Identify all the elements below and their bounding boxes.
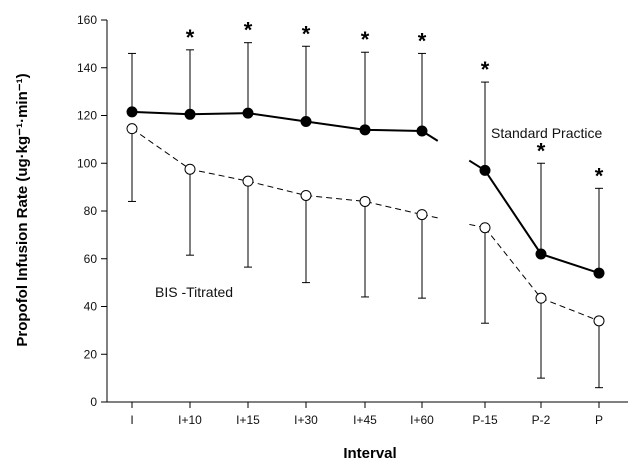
y-tick-label: 100 xyxy=(77,156,97,170)
data-point-standard-practice xyxy=(593,267,605,279)
x-tick-label: I+60 xyxy=(410,413,434,427)
data-point-bis-titrated xyxy=(300,189,312,201)
data-point-standard-practice xyxy=(416,125,428,137)
significance-marker: * xyxy=(244,18,253,43)
data-point-bis-titrated xyxy=(242,175,254,187)
y-tick-label: 60 xyxy=(84,252,98,266)
x-tick-label: P-2 xyxy=(532,413,551,427)
data-point-standard-practice xyxy=(535,248,547,260)
data-point-standard-practice xyxy=(359,124,371,136)
data-point-standard-practice xyxy=(184,108,196,120)
data-point-standard-practice xyxy=(242,107,254,119)
data-point-bis-titrated xyxy=(593,315,605,327)
x-axis: I I+10 I+15 I+30 I+45 I+60 P-15 P-2 P xyxy=(107,401,628,427)
data-point-bis-titrated xyxy=(535,292,547,304)
y-tick-label: 40 xyxy=(84,300,98,314)
significance-marker: * xyxy=(418,28,427,53)
data-point-bis-titrated xyxy=(479,222,491,234)
x-tick-label: P-15 xyxy=(472,413,498,427)
significance-marker: * xyxy=(302,21,311,46)
x-tick-label: I xyxy=(130,413,133,427)
significance-marker: * xyxy=(537,138,546,163)
series-label-standard-practice: Standard Practice xyxy=(491,125,602,141)
x-tick-label: P xyxy=(595,413,603,427)
x-tick-label: I+10 xyxy=(178,413,202,427)
series-line-bis-titrated xyxy=(131,128,423,216)
data-point-bis-titrated xyxy=(416,209,428,221)
series-line-standard-practice xyxy=(131,110,423,133)
y-axis-title: Propofol Infusion Rate (ug·kg⁻¹·min⁻¹) xyxy=(14,73,31,346)
x-tick-label: I+15 xyxy=(236,413,260,427)
data-point-standard-practice xyxy=(300,115,312,127)
y-tick-label: 140 xyxy=(77,61,97,75)
data-point-standard-practice xyxy=(126,106,138,118)
x-axis-title: Interval xyxy=(343,445,396,462)
significance-marker: * xyxy=(361,27,370,52)
significance-marker: * xyxy=(481,57,490,82)
y-tick-label: 20 xyxy=(84,347,98,361)
significance-marker: * xyxy=(595,163,604,188)
y-axis: 0 20 40 60 80 100 120 140 160 xyxy=(77,13,108,409)
y-tick-label: 80 xyxy=(84,204,98,218)
y-tick-label: 0 xyxy=(90,395,97,409)
series-line-bis-titrated xyxy=(484,227,600,322)
y-tick-label: 120 xyxy=(77,109,97,123)
significance-marker: * xyxy=(186,25,195,50)
data-point-standard-practice xyxy=(479,164,491,176)
x-tick-label: I+30 xyxy=(294,413,318,427)
data-point-bis-titrated xyxy=(184,163,196,175)
data-point-bis-titrated xyxy=(126,123,138,135)
data-point-bis-titrated xyxy=(359,195,371,207)
x-tick-label: I+45 xyxy=(353,413,377,427)
y-tick-label: 160 xyxy=(77,13,97,27)
series-label-bis-titrated: BIS -Titrated xyxy=(155,284,233,300)
